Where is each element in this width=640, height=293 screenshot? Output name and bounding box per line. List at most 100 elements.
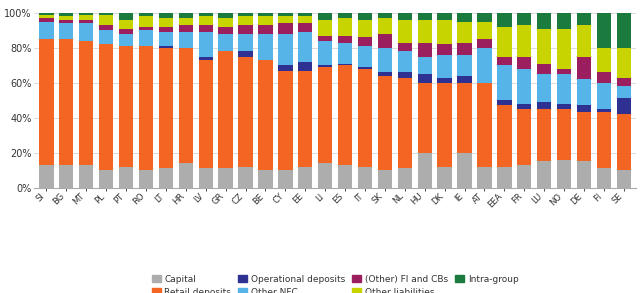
Bar [577,57,591,79]
Bar [517,69,531,104]
Bar [179,48,193,163]
Bar [79,165,93,188]
Bar [577,161,591,188]
Bar [358,37,372,46]
Bar [298,166,312,188]
Bar [497,100,511,105]
Bar [198,32,213,57]
Bar [517,57,531,69]
Bar [79,20,93,23]
Bar [59,13,74,16]
Bar [497,27,511,57]
Bar [417,83,432,153]
Bar [397,13,412,20]
Bar [159,168,173,188]
Bar [99,15,113,25]
Bar [318,13,332,20]
Bar [597,109,611,113]
Bar [557,109,572,160]
Bar [119,29,133,34]
Bar [438,55,452,78]
Bar [238,57,253,166]
Bar [39,165,54,188]
Bar [298,23,312,32]
Bar [318,41,332,65]
Bar [397,72,412,78]
Bar [417,13,432,20]
Bar [259,13,273,16]
Bar [298,71,312,166]
Bar [477,48,492,83]
Bar [617,98,631,114]
Bar [238,13,253,16]
Bar [99,170,113,188]
Bar [139,13,153,16]
Bar [198,16,213,25]
Bar [218,18,233,27]
Bar [477,22,492,39]
Bar [39,15,54,18]
Bar [338,165,352,188]
Bar [119,46,133,166]
Bar [139,30,153,46]
Bar [577,25,591,57]
Bar [557,104,572,109]
Bar [597,83,611,109]
Bar [438,44,452,55]
Bar [179,18,193,25]
Bar [617,78,631,86]
Bar [79,41,93,165]
Bar [497,166,511,188]
Bar [218,51,233,168]
Bar [278,13,292,16]
Bar [438,83,452,166]
Bar [39,39,54,165]
Bar [59,165,74,188]
Bar [378,48,392,72]
Bar [139,16,153,27]
Bar [39,13,54,15]
Bar [397,168,412,188]
Bar [59,39,74,165]
Bar [458,76,472,83]
Bar [417,153,432,188]
Bar [438,13,452,20]
Bar [577,13,591,25]
Bar [179,32,193,48]
Bar [318,35,332,41]
Bar [259,25,273,34]
Bar [59,16,74,20]
Bar [358,13,372,20]
Bar [99,25,113,30]
Bar [218,34,233,51]
Bar [378,13,392,18]
Bar [557,160,572,188]
Bar [577,113,591,161]
Bar [378,72,392,76]
Bar [298,32,312,62]
Bar [358,166,372,188]
Bar [119,20,133,29]
Bar [438,166,452,188]
Bar [119,13,133,20]
Bar [238,166,253,188]
Bar [278,170,292,188]
Bar [79,23,93,41]
Bar [617,13,631,48]
Bar [417,74,432,83]
Bar [179,13,193,18]
Bar [517,13,531,25]
Bar [238,16,253,25]
Bar [458,22,472,42]
Bar [159,27,173,32]
Bar [99,13,113,15]
Bar [458,153,472,188]
Bar [259,16,273,25]
Bar [537,29,552,64]
Bar [458,13,472,22]
Bar [597,13,611,48]
Bar [378,76,392,170]
Bar [517,109,531,165]
Bar [378,34,392,48]
Bar [537,102,552,109]
